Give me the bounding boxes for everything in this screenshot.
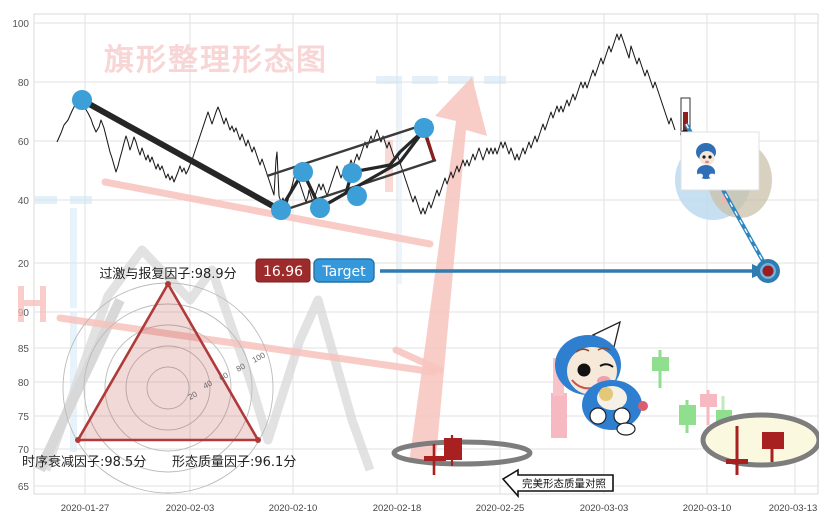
mascot-icon-small bbox=[696, 143, 716, 179]
candle-body-r2 bbox=[762, 432, 784, 449]
target-bullseye-inner bbox=[762, 265, 774, 277]
pink-band-upper bbox=[101, 178, 434, 248]
ytick-lower-5: 65 bbox=[18, 482, 30, 493]
price-badge[interactable]: 16.96 bbox=[255, 258, 311, 283]
breakdown-candle-body bbox=[683, 112, 688, 134]
comparison-callout[interactable]: 完美形态质量对照 bbox=[501, 468, 614, 499]
mascot-brow-left bbox=[575, 348, 590, 353]
mascot-tail bbox=[638, 401, 648, 411]
mascot-tooltip-card bbox=[680, 131, 760, 191]
pattern-pivot-7[interactable] bbox=[414, 118, 434, 138]
xtick-7: 2020-03-13 bbox=[769, 503, 818, 514]
mascot-foot-right bbox=[616, 422, 636, 436]
xtick-1: 2020-02-03 bbox=[166, 503, 215, 514]
pattern-pivot-2[interactable] bbox=[271, 200, 291, 220]
ytick-upper-4: 20 bbox=[18, 259, 30, 270]
ytick-upper-1: 80 bbox=[18, 78, 30, 89]
pattern-pivot-5[interactable] bbox=[342, 163, 362, 183]
xtick-0: 2020-01-27 bbox=[61, 503, 110, 514]
radar-vertex-2 bbox=[255, 437, 261, 443]
mascot-bell bbox=[599, 387, 613, 401]
candle-body-b bbox=[444, 438, 462, 460]
ytick-upper-2: 60 bbox=[18, 137, 30, 148]
ytick-lower-3: 75 bbox=[18, 412, 30, 423]
ytick-upper-3: 40 bbox=[18, 196, 30, 207]
xtick-5: 2020-03-03 bbox=[580, 503, 629, 514]
radar-vertex-1 bbox=[165, 281, 171, 287]
target-badge[interactable]: Target bbox=[313, 258, 375, 283]
right-compare-group bbox=[700, 412, 819, 475]
price-badge-label: 16.96 bbox=[263, 264, 303, 280]
right-compare-ellipse bbox=[700, 412, 819, 468]
left-compare-group bbox=[391, 435, 533, 475]
pattern-pivot-4[interactable] bbox=[310, 198, 330, 218]
radar-vertex-3 bbox=[75, 437, 81, 443]
radar-rings bbox=[62, 282, 274, 494]
pink-band-mid bbox=[56, 314, 438, 376]
ytick-upper-0: 100 bbox=[12, 19, 29, 30]
primary-downtrend-line bbox=[79, 97, 283, 213]
pink-h-glyph bbox=[18, 286, 46, 322]
radar-label-left: 时序衰减因子:98.5分 bbox=[22, 454, 146, 470]
target-projection-dash bbox=[685, 123, 769, 271]
radar-label-right: 形态质量因子:96.1分 bbox=[172, 455, 296, 470]
mascot-brow-right bbox=[597, 347, 611, 351]
comparison-callout-label: 完美形态质量对照 bbox=[522, 477, 606, 490]
radar-polygon bbox=[75, 281, 261, 442]
ytick-lower-2: 80 bbox=[18, 378, 30, 389]
candle-body-g1 bbox=[652, 357, 669, 371]
pattern-pivot-1[interactable] bbox=[72, 90, 92, 110]
candle-body-r1 bbox=[726, 459, 748, 464]
xtick-4: 2020-02-25 bbox=[476, 503, 525, 514]
background-grey-diagonal bbox=[35, 297, 125, 473]
ytick-lower-1: 85 bbox=[18, 344, 30, 355]
mascot-eye-left bbox=[577, 363, 591, 377]
radar-label-top: 过激与报复因子:98.9分 bbox=[99, 267, 236, 282]
pattern-pivot-3[interactable] bbox=[293, 162, 313, 182]
target-badge-label: Target bbox=[321, 264, 366, 280]
candle-body-a bbox=[424, 456, 446, 461]
mascot-eye-right bbox=[599, 363, 614, 368]
mascot-hand-left bbox=[589, 407, 607, 425]
background-grey-zigzag bbox=[41, 245, 375, 472]
candle-body-pink-1 bbox=[551, 393, 567, 438]
xtick-2: 2020-02-10 bbox=[269, 503, 318, 514]
xtick-3: 2020-02-18 bbox=[373, 503, 422, 514]
candle-body-g2 bbox=[679, 405, 696, 425]
ytick-lower-4: 70 bbox=[18, 445, 30, 456]
xtick-6: 2020-03-10 bbox=[683, 503, 732, 514]
candle-body-p1 bbox=[700, 394, 717, 407]
watermark-title: 旗形整理形态图 bbox=[104, 43, 328, 78]
pattern-pivot-6[interactable] bbox=[347, 186, 367, 206]
